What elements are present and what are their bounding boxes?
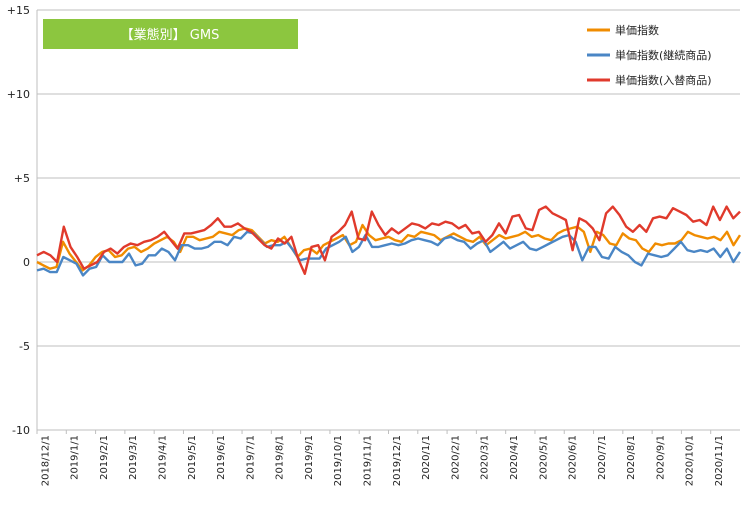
title-badge: 【業態別】 GMS: [43, 19, 298, 49]
y-tick-label: +15: [7, 4, 30, 17]
x-tick-label: 2020/2/1: [450, 435, 461, 480]
x-tick-label: 2019/11/1: [363, 435, 374, 486]
x-tick-label: 2020/9/1: [655, 435, 666, 480]
legend-label-1: 単価指数(継続商品): [615, 48, 712, 62]
x-tick-label: 2019/5/1: [187, 435, 198, 480]
x-tick-label: 2019/1/1: [70, 435, 81, 480]
chart-title: 【業態別】 GMS: [121, 27, 220, 43]
x-tick-label: 2020/7/1: [597, 435, 608, 480]
series-line-1: [36, 230, 742, 277]
x-tick-label: 2019/8/1: [275, 435, 286, 480]
y-tick-label: +5: [14, 172, 30, 185]
x-tick-label: 2020/10/1: [685, 435, 696, 486]
x-tick-label: 2020/6/1: [568, 435, 579, 480]
y-axis-tick-labels: +15 +10 +5 0 -5 -10: [7, 4, 30, 437]
x-tick-label: 2020/5/1: [538, 435, 549, 480]
x-tick-label: 2019/4/1: [157, 435, 168, 480]
series-line-0: [36, 223, 742, 272]
series-line-2: [36, 205, 741, 275]
y-tick-label: +10: [7, 88, 30, 101]
x-tick-label: 2018/12/1: [40, 435, 51, 486]
legend-label-2: 単価指数(入替商品): [615, 73, 712, 87]
x-tick-label: 2019/2/1: [99, 435, 110, 480]
x-tick-label: 2020/1/1: [421, 435, 432, 480]
x-tick-label: 2020/4/1: [509, 435, 520, 480]
x-tick-label: 2020/3/1: [480, 435, 491, 480]
x-tick-label: 2020/11/1: [714, 435, 725, 486]
x-axis-tick-labels: 2018/12/1 2019/1/1 2019/2/1 2019/3/1 2019/4/…: [40, 435, 725, 486]
y-tick-label: 0: [23, 256, 30, 269]
x-tick-label: 2019/6/1: [216, 435, 227, 480]
y-tick-label: -5: [19, 340, 30, 353]
x-tick-label: 2019/7/1: [245, 435, 256, 480]
x-tick-label: 2019/10/1: [333, 435, 344, 486]
gridlines: [36, 9, 740, 434]
x-tick-label: 2019/12/1: [392, 435, 403, 486]
x-tick-label: 2019/9/1: [304, 435, 315, 480]
y-tick-label: -10: [12, 424, 30, 437]
title-badge-background: [43, 19, 298, 49]
series-lines: [36, 205, 742, 277]
x-tick-label: 2019/3/1: [128, 435, 139, 480]
x-tick-label: 2020/8/1: [626, 435, 637, 480]
legend-label-0: 単価指数: [615, 23, 659, 37]
